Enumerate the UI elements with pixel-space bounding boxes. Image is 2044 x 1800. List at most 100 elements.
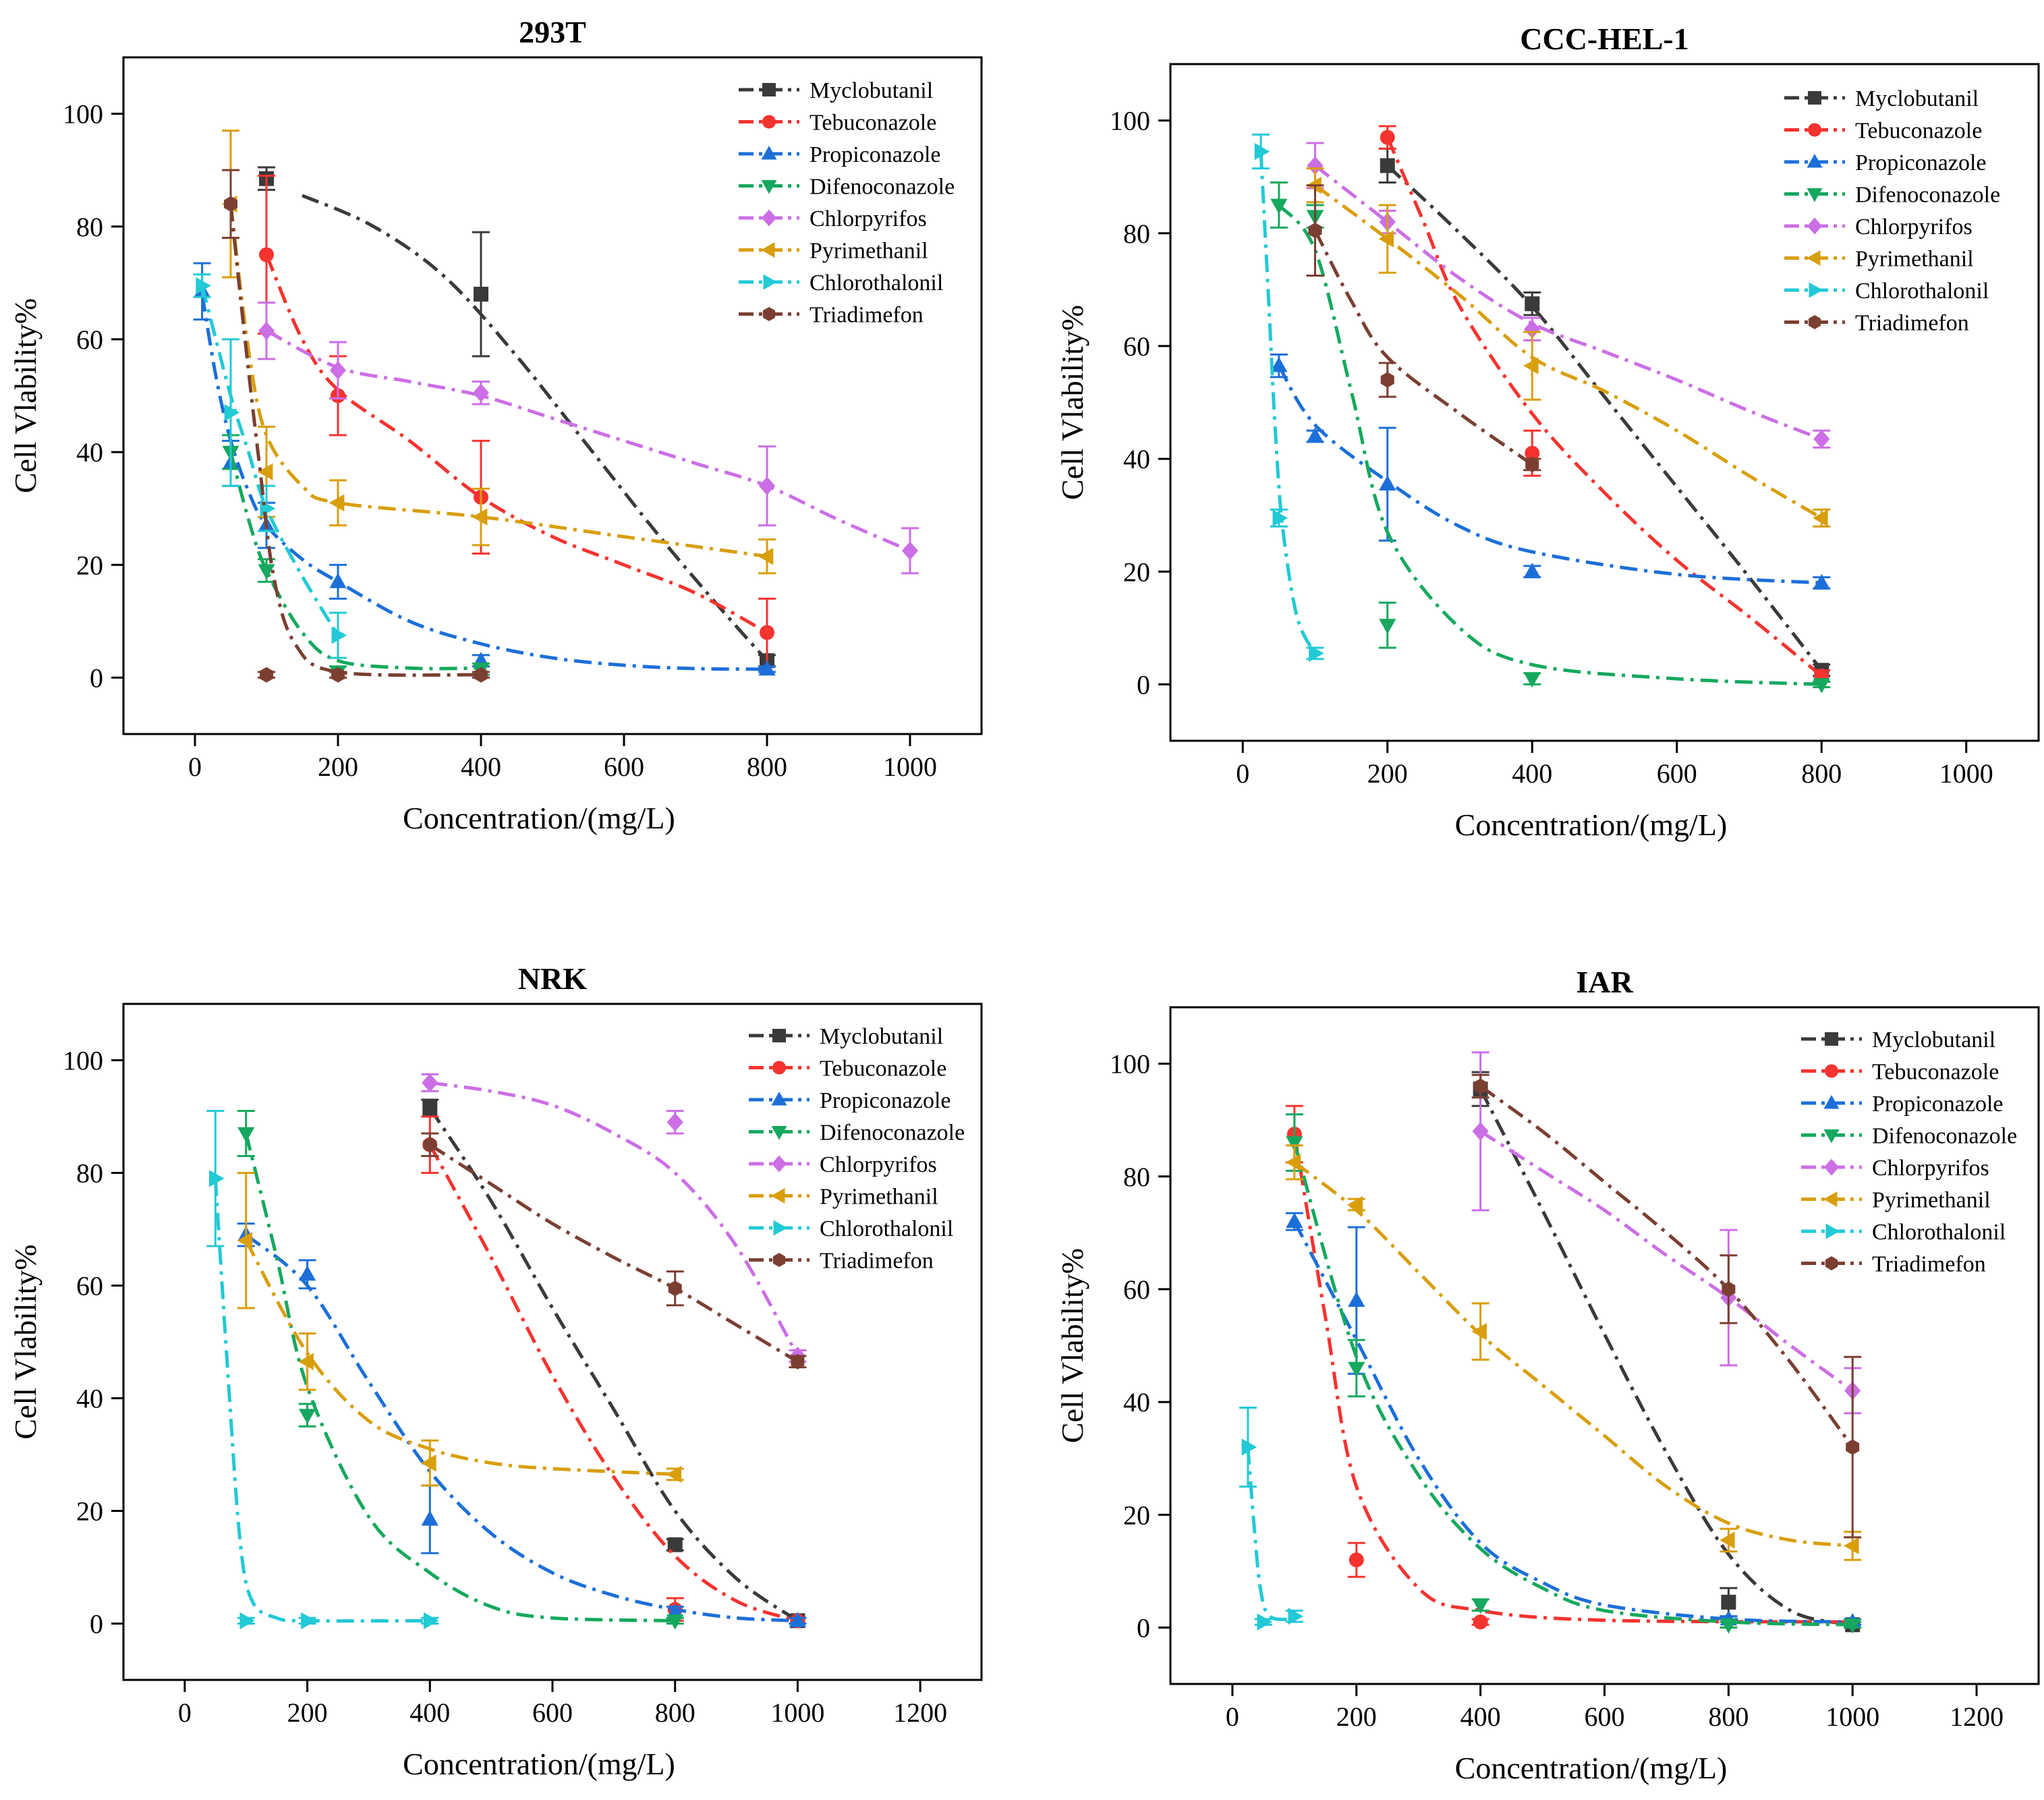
legend-marker	[772, 1029, 786, 1042]
legend-label: Difenoconazole	[820, 1121, 965, 1146]
data-point	[472, 383, 490, 403]
x-tick-label: 600	[604, 752, 644, 782]
legend-label: Triadimefon	[1855, 311, 1969, 336]
y-tick-label: 40	[76, 437, 103, 468]
x-tick-label: 0	[1226, 1701, 1239, 1732]
fit-curve-chlorothalonil	[1259, 151, 1317, 654]
data-point	[1254, 142, 1270, 161]
data-point	[1523, 672, 1541, 688]
data-point	[1525, 456, 1539, 472]
legend-label: Myclobutanil	[810, 78, 933, 103]
legend-marker	[773, 1220, 787, 1236]
plot-frame	[122, 56, 983, 735]
data-point	[1472, 1598, 1489, 1614]
x-tick-label: 1000	[883, 752, 937, 782]
data-point	[758, 548, 774, 565]
data-point	[423, 1612, 439, 1629]
legend-label: Tebuconazole	[1872, 1060, 1999, 1085]
fit-curve-tebuconazole	[1386, 136, 1823, 677]
chart-title: IAR	[1576, 965, 1633, 999]
legend-marker	[762, 115, 776, 129]
fit-curve-propiconazole	[1277, 364, 1822, 585]
y-tick-label: 20	[1123, 1500, 1150, 1530]
data-point	[1813, 509, 1828, 527]
x-tick-label: 400	[461, 752, 501, 782]
legend-marker	[1808, 123, 1821, 137]
legend-label: Chlorpyrifos	[810, 206, 927, 231]
legend-marker	[761, 146, 777, 160]
y-tick-label: 40	[76, 1384, 103, 1414]
data-point	[331, 667, 345, 683]
series-propiconazole	[193, 262, 776, 676]
fit-curve-triadimefon	[1313, 229, 1533, 466]
series-chlorothalonil	[1252, 133, 1324, 663]
data-point	[224, 196, 237, 212]
fit-curve-chlorothalonil	[1246, 1446, 1295, 1621]
x-tick-label: 200	[1367, 758, 1408, 789]
x-axis-title: Concentration/(mg/L)	[1455, 1751, 1728, 1785]
legend: Myclobutanil Tebuconazole Propiconazole Dif…	[1784, 86, 2000, 336]
fit-curve-pyrimethanil	[1314, 184, 1823, 519]
data-point	[259, 247, 274, 262]
fit-curve-difenoconazole	[244, 1133, 675, 1623]
y-tick-label: 40	[1123, 1387, 1150, 1417]
y-tick-label: 80	[76, 212, 103, 242]
data-point	[257, 463, 273, 480]
y-tick-label: 0	[90, 663, 103, 693]
data-point	[901, 541, 919, 561]
fit-curve-difenoconazole	[229, 451, 482, 671]
y-tick-label: 20	[76, 1496, 103, 1527]
data-point	[760, 625, 774, 640]
data-point	[1379, 619, 1396, 634]
data-point	[301, 1612, 316, 1629]
legend-marker	[1807, 250, 1821, 266]
data-point	[789, 1612, 807, 1627]
series-pyrimethanil	[1285, 1144, 1862, 1561]
data-point	[474, 287, 488, 302]
data-point	[1241, 1438, 1257, 1456]
series-tebuconazole	[421, 1115, 807, 1629]
data-point	[668, 1281, 682, 1297]
x-tick-label: 1000	[770, 1697, 824, 1728]
x-tick-label: 1000	[1939, 758, 1993, 789]
legend-label: Propiconazole	[820, 1088, 951, 1113]
data-point	[1380, 130, 1395, 145]
fit-curve-triadimefon	[428, 1143, 799, 1363]
data-point	[1813, 573, 1830, 590]
y-tick-label: 40	[1123, 444, 1150, 474]
x-tick-label: 800	[747, 752, 787, 782]
data-point	[1813, 430, 1830, 449]
legend-label: Chlorothalonil	[810, 271, 943, 296]
data-point	[329, 361, 347, 380]
data-point	[422, 1100, 438, 1116]
legend-marker	[772, 1061, 786, 1075]
data-point	[1844, 1537, 1859, 1554]
y-tick-label: 60	[76, 1271, 103, 1301]
data-point	[1306, 427, 1324, 443]
data-point	[422, 1073, 438, 1092]
x-tick-label: 400	[1460, 1701, 1501, 1732]
data-point	[1844, 1618, 1861, 1634]
x-tick-label: 600	[1585, 1701, 1625, 1732]
series-chlorpyrifos	[258, 302, 919, 575]
x-tick-label: 600	[532, 1697, 573, 1728]
fit-curve-tebuconazole	[428, 1144, 799, 1623]
data-point	[1523, 357, 1539, 374]
legend-label: Difenoconazole	[1872, 1124, 2017, 1149]
data-point	[196, 277, 211, 295]
legend-label: Tebuconazole	[1855, 119, 1982, 144]
y-tick-label: 80	[1123, 1162, 1150, 1192]
data-point	[239, 1612, 255, 1629]
series-chlorpyrifos	[1306, 142, 1831, 449]
data-point	[298, 1265, 316, 1281]
data-point	[758, 660, 776, 676]
legend-label: Pyrimethanil	[1872, 1188, 1991, 1213]
legend-label: Propiconazole	[810, 142, 941, 167]
x-tick-label: 200	[318, 752, 358, 782]
fit-curve-chlorpyrifos	[1313, 164, 1823, 441]
data-point	[1270, 198, 1288, 215]
y-tick-label: 60	[76, 325, 103, 355]
data-point	[1349, 1552, 1364, 1568]
data-point	[1472, 1122, 1489, 1141]
panel-293t: 293T 0 200 400 600 800 1000 0 20 40 60 80 100 Concent…	[8, 15, 983, 835]
